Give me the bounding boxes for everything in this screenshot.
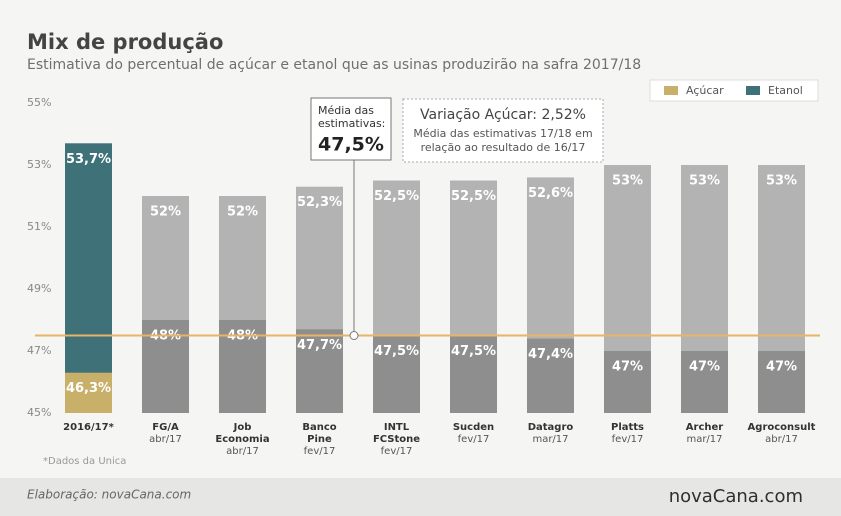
- y-tick-label: 49%: [27, 282, 51, 295]
- y-tick-label: 47%: [27, 344, 51, 357]
- legend-label: Etanol: [768, 84, 803, 97]
- bar: [681, 351, 728, 413]
- x-tick-label: INTL: [384, 422, 410, 433]
- x-tick-label: Pine: [307, 434, 332, 445]
- x-tick-date: abr/17: [765, 434, 798, 445]
- value-label: 53%: [689, 174, 720, 189]
- chart-subtitle: Estimativa do percentual de açúcar e eta…: [27, 57, 641, 73]
- value-label: 47,5%: [451, 344, 496, 359]
- x-tick-date: mar/17: [532, 434, 568, 445]
- annotation-box: [402, 98, 604, 163]
- y-tick-label: 51%: [27, 220, 51, 233]
- x-tick-label: FG/A: [152, 422, 179, 433]
- value-label: 47,5%: [374, 344, 419, 359]
- value-label: 52%: [227, 205, 258, 220]
- value-label: 47,7%: [297, 338, 342, 353]
- bar: [65, 143, 112, 414]
- y-tick-label: 53%: [27, 158, 51, 171]
- callout-value: 47,5%: [318, 134, 384, 156]
- legend-swatch: [664, 86, 678, 95]
- value-label: 52,5%: [374, 189, 419, 204]
- value-label: 47,4%: [528, 347, 573, 362]
- value-label: 53%: [766, 174, 797, 189]
- x-tick-label: Economia: [215, 434, 269, 445]
- credit: Elaboração: novaCana.com: [27, 488, 191, 502]
- bar: [527, 338, 574, 413]
- legend: [649, 79, 819, 102]
- logo: novaCana.com: [669, 486, 803, 507]
- x-tick-date: abr/17: [226, 446, 259, 457]
- annotation-text: Média das estimativas 17/18 em: [413, 127, 592, 140]
- value-label: 46,3%: [66, 381, 111, 396]
- value-label: 47%: [612, 360, 643, 375]
- x-tick-date: abr/17: [149, 434, 182, 445]
- x-tick-label: Sucden: [453, 422, 494, 433]
- x-tick-label: Agroconsult: [748, 422, 816, 433]
- value-label: 47%: [766, 360, 797, 375]
- chart-title: Mix de produção: [27, 30, 223, 54]
- bar: [65, 372, 112, 413]
- x-tick-label: Job: [233, 422, 252, 433]
- value-label: 52,6%: [528, 186, 573, 201]
- legend-label: Açúcar: [686, 84, 724, 97]
- callout-box: [310, 97, 392, 161]
- value-label: 53,7%: [66, 152, 111, 167]
- bar: [296, 329, 343, 413]
- x-tick-date: fev/17: [304, 446, 336, 457]
- x-tick-label: FCStone: [373, 434, 420, 445]
- footnote: *Dados da Unica: [43, 456, 126, 467]
- value-label: 47%: [689, 360, 720, 375]
- value-label: 52,3%: [297, 195, 342, 210]
- bar: [373, 335, 420, 413]
- x-tick-date: mar/17: [686, 434, 722, 445]
- x-tick-date: fev/17: [381, 446, 413, 457]
- x-tick-label: Platts: [611, 422, 644, 433]
- x-tick-label: Datagro: [528, 422, 574, 433]
- footer-band: [0, 478, 841, 516]
- annotation-text: relação ao resultado de 16/17: [421, 141, 586, 154]
- callout-caption: Média das: [318, 104, 374, 117]
- annotation-title: Variação Açúcar: 2,52%: [420, 107, 586, 123]
- value-label: 52,5%: [451, 189, 496, 204]
- bar: [758, 351, 805, 413]
- reference-marker: [349, 331, 359, 340]
- bar: [604, 351, 651, 413]
- y-tick-label: 45%: [27, 406, 51, 419]
- value-label: 53%: [612, 174, 643, 189]
- x-tick-label: Archer: [686, 422, 724, 433]
- x-tick-date: fev/17: [612, 434, 644, 445]
- x-tick-label: Banco: [302, 422, 336, 433]
- callout-caption: estimativas:: [318, 117, 385, 130]
- legend-swatch: [746, 86, 760, 95]
- x-tick-label: 2016/17*: [63, 422, 114, 433]
- bar: [450, 335, 497, 413]
- value-label: 52%: [150, 205, 181, 220]
- y-tick-label: 55%: [27, 96, 51, 109]
- x-tick-date: fev/17: [458, 434, 490, 445]
